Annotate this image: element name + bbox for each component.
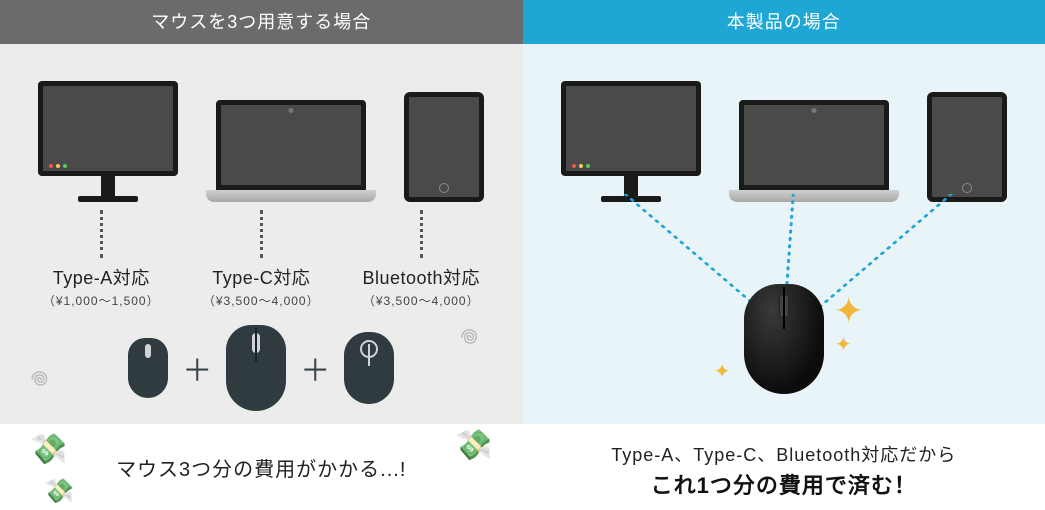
left-body-inner: Type-A対応 （¥1,000〜1,500） Type-C対応 （¥3,500… bbox=[0, 44, 523, 424]
plus-icon: ＋ bbox=[182, 346, 212, 390]
left-panel: マウスを3つ用意する場合 Type-A対応 bbox=[0, 0, 523, 510]
left-footer-text: マウス3つ分の費用がかかる...! bbox=[116, 453, 406, 482]
plus-icon: ＋ bbox=[300, 346, 330, 390]
bluetooth-label: Bluetooth対応 bbox=[341, 264, 501, 290]
tablet-icon bbox=[404, 92, 484, 202]
left-col-bluetooth: Bluetooth対応 （¥3,500〜4,000） bbox=[341, 206, 501, 309]
laptop-icon bbox=[729, 100, 899, 202]
right-devices-row bbox=[523, 62, 1045, 202]
left-columns: Type-A対応 （¥1,000〜1,500） Type-C対応 （¥3,500… bbox=[0, 206, 523, 309]
money-wings-icon: 💸 bbox=[44, 477, 74, 506]
type-c-price: （¥3,500〜4,000） bbox=[181, 292, 341, 309]
money-wings-icon: 💸 bbox=[455, 428, 492, 463]
type-a-label: Type-A対応 bbox=[21, 264, 181, 290]
type-c-label: Type-C対応 bbox=[181, 264, 341, 290]
money-wings-icon: 💸 bbox=[30, 432, 67, 467]
dotline-icon bbox=[260, 210, 263, 258]
dotline-icon bbox=[100, 210, 103, 258]
product-mouse-icon: ✦ ✦ ✦ bbox=[744, 284, 824, 394]
sparkle-icon: ✦ bbox=[834, 290, 864, 332]
left-col-type-a: Type-A対応 （¥1,000〜1,500） bbox=[21, 206, 181, 309]
right-footer-line1: Type-A、Type-C、Bluetooth対応だから bbox=[611, 442, 956, 469]
dotline-icon bbox=[420, 210, 423, 258]
mouse-type-a-icon bbox=[128, 338, 168, 398]
mouse-type-c-icon bbox=[226, 325, 286, 411]
laptop-icon bbox=[206, 100, 376, 202]
right-header: 本製品の場合 bbox=[523, 0, 1045, 44]
left-header: マウスを3つ用意する場合 bbox=[0, 0, 523, 44]
right-footer-line2: これ1つ分の費用で済む！ bbox=[651, 469, 917, 502]
tablet-icon bbox=[927, 92, 1007, 202]
right-body-inner: ✦ ✦ ✦ bbox=[523, 44, 1045, 424]
left-devices-row bbox=[0, 62, 523, 202]
bluetooth-price: （¥3,500〜4,000） bbox=[341, 292, 501, 309]
mouse-bluetooth-icon bbox=[344, 332, 394, 404]
scribble-icon: 𖦹 bbox=[460, 316, 479, 354]
type-a-price: （¥1,000〜1,500） bbox=[21, 292, 181, 309]
sparkle-icon: ✦ bbox=[835, 332, 852, 357]
right-body: ✦ ✦ ✦ Type-A、Type-C、Bluetooth対応だから これ1つ分… bbox=[523, 44, 1045, 510]
scribble-icon: 𖦹 bbox=[30, 358, 49, 396]
sparkle-icon: ✦ bbox=[714, 359, 731, 384]
desktop-pc-icon bbox=[561, 81, 701, 202]
left-col-type-c: Type-C対応 （¥3,500〜4,000） bbox=[181, 206, 341, 309]
desktop-pc-icon bbox=[38, 81, 178, 202]
right-footer: Type-A、Type-C、Bluetooth対応だから これ1つ分の費用で済む… bbox=[523, 424, 1045, 510]
comparison-panels: マウスを3つ用意する場合 Type-A対応 bbox=[0, 0, 1045, 510]
right-panel: 本製品の場合 bbox=[523, 0, 1045, 510]
left-footer: 💸 マウス3つ分の費用がかかる...! 💸 💸 bbox=[0, 424, 523, 510]
left-body: Type-A対応 （¥1,000〜1,500） Type-C対応 （¥3,500… bbox=[0, 44, 523, 510]
mice-row: ＋ ＋ bbox=[0, 325, 523, 411]
